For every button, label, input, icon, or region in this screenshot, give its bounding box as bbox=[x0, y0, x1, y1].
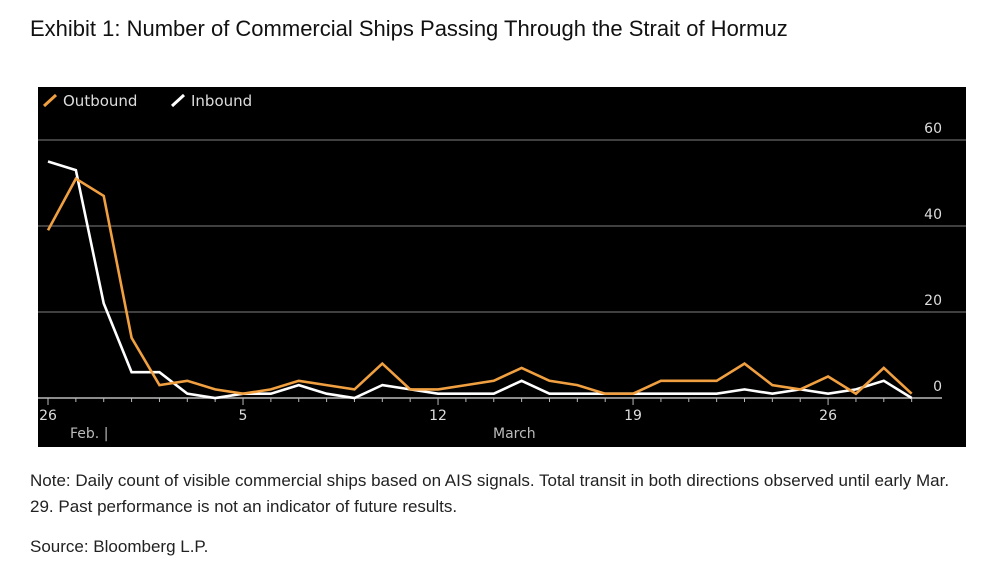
series-line-inbound bbox=[47, 160, 913, 400]
source-text: Source: Bloomberg L.P. bbox=[30, 537, 209, 556]
y-tick-label: 20 bbox=[924, 293, 942, 309]
month-label: Feb. | bbox=[70, 426, 108, 442]
y-tick-label: 60 bbox=[924, 121, 942, 137]
page-title: Exhibit 1: Number of Commercial Ships Pa… bbox=[30, 16, 788, 41]
x-tick-label: 26 bbox=[819, 408, 837, 424]
y-tick-label: 40 bbox=[924, 207, 942, 223]
x-tick-label: 12 bbox=[429, 408, 447, 424]
chart: 0 20 40 60 26 5 12 19 26 Feb. | March Outbound Inbou… bbox=[38, 87, 966, 447]
line-chart: 0 20 40 60 26 5 12 19 26 Feb. | March Outbound Inbou… bbox=[38, 92, 966, 442]
legend-swatch-outbound bbox=[42, 93, 58, 108]
x-tick-label: 26 bbox=[39, 408, 57, 424]
note-text: Note: Daily count of visible commercial … bbox=[30, 471, 950, 516]
series-line-outbound bbox=[46, 176, 913, 396]
x-tick-label: 19 bbox=[624, 408, 642, 424]
y-tick-label: 0 bbox=[933, 379, 942, 395]
legend-label-outbound: Outbound bbox=[63, 92, 137, 110]
month-label: March bbox=[493, 426, 536, 442]
legend-swatch-inbound bbox=[170, 93, 186, 108]
x-tick-label: 5 bbox=[239, 408, 248, 424]
legend-label-inbound: Inbound bbox=[191, 92, 252, 110]
